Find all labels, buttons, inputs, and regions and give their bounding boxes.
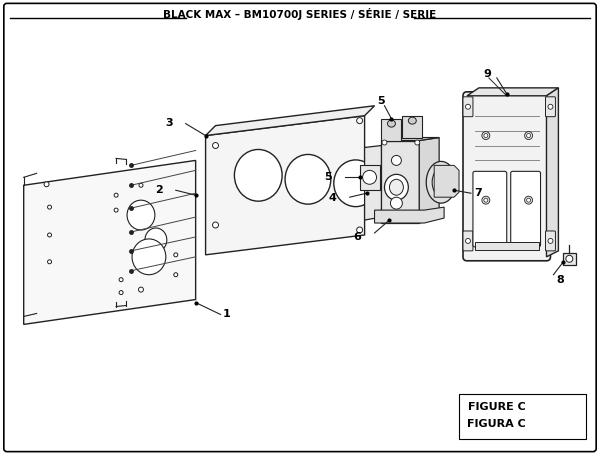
Text: 7: 7 [474, 188, 482, 198]
Ellipse shape [527, 198, 530, 202]
Ellipse shape [114, 208, 118, 212]
Bar [459, 394, 586, 439]
Polygon shape [563, 253, 577, 265]
Polygon shape [382, 119, 401, 141]
FancyBboxPatch shape [4, 3, 596, 452]
Ellipse shape [114, 193, 118, 197]
FancyBboxPatch shape [125, 198, 157, 232]
FancyBboxPatch shape [463, 231, 473, 251]
Ellipse shape [426, 162, 456, 203]
Ellipse shape [548, 238, 553, 243]
Polygon shape [475, 242, 539, 250]
Ellipse shape [409, 117, 416, 124]
FancyBboxPatch shape [143, 226, 169, 254]
Ellipse shape [174, 273, 178, 277]
Ellipse shape [47, 233, 52, 237]
Ellipse shape [44, 182, 49, 187]
Polygon shape [403, 116, 422, 137]
Polygon shape [547, 88, 559, 257]
Ellipse shape [139, 287, 143, 292]
Polygon shape [467, 88, 559, 96]
FancyBboxPatch shape [463, 97, 473, 116]
Ellipse shape [47, 205, 52, 209]
Ellipse shape [174, 253, 178, 257]
Ellipse shape [466, 238, 470, 243]
Text: BLACK MAX – BM10700J SERIES / SÉRIE / SERIE: BLACK MAX – BM10700J SERIES / SÉRIE / SE… [163, 8, 437, 20]
Ellipse shape [362, 170, 377, 184]
Polygon shape [382, 141, 419, 223]
FancyBboxPatch shape [86, 226, 106, 248]
Ellipse shape [145, 228, 167, 252]
Ellipse shape [132, 239, 166, 275]
Ellipse shape [524, 196, 533, 204]
Text: FIGURA C: FIGURA C [467, 419, 526, 429]
Ellipse shape [47, 260, 52, 264]
Ellipse shape [382, 140, 387, 145]
Ellipse shape [212, 222, 218, 228]
Ellipse shape [415, 140, 420, 145]
Ellipse shape [356, 227, 362, 233]
Ellipse shape [127, 200, 155, 230]
Polygon shape [434, 165, 459, 197]
Text: 2: 2 [155, 185, 163, 195]
FancyBboxPatch shape [473, 172, 507, 247]
FancyBboxPatch shape [49, 251, 79, 283]
Polygon shape [359, 165, 380, 190]
Text: 1: 1 [223, 309, 230, 319]
Ellipse shape [382, 217, 387, 222]
FancyBboxPatch shape [49, 191, 79, 223]
Ellipse shape [527, 134, 530, 137]
Ellipse shape [548, 104, 553, 109]
Ellipse shape [432, 168, 450, 196]
Text: 4: 4 [329, 193, 337, 203]
FancyBboxPatch shape [86, 256, 106, 278]
Polygon shape [365, 146, 382, 220]
Text: 8: 8 [556, 275, 564, 285]
Ellipse shape [566, 255, 573, 262]
Polygon shape [206, 106, 374, 136]
FancyBboxPatch shape [86, 193, 106, 215]
Ellipse shape [415, 217, 420, 222]
Text: FIGURE C: FIGURE C [468, 402, 526, 412]
Polygon shape [23, 161, 196, 324]
Text: 6: 6 [354, 232, 362, 242]
Ellipse shape [388, 120, 395, 127]
Polygon shape [382, 137, 439, 141]
Polygon shape [374, 207, 444, 223]
Ellipse shape [385, 174, 409, 200]
Ellipse shape [482, 131, 490, 140]
Ellipse shape [466, 104, 470, 109]
Text: 9: 9 [483, 69, 491, 79]
Ellipse shape [235, 150, 282, 201]
Ellipse shape [484, 198, 488, 202]
Ellipse shape [119, 278, 123, 282]
Text: 5: 5 [377, 96, 385, 106]
Ellipse shape [437, 177, 445, 187]
FancyBboxPatch shape [463, 92, 550, 261]
Ellipse shape [139, 183, 143, 187]
Ellipse shape [334, 160, 377, 207]
Polygon shape [419, 137, 439, 223]
Ellipse shape [482, 196, 490, 204]
Ellipse shape [356, 118, 362, 124]
FancyBboxPatch shape [545, 97, 556, 116]
Ellipse shape [212, 142, 218, 148]
Text: 5: 5 [324, 172, 332, 182]
Ellipse shape [285, 154, 331, 204]
FancyBboxPatch shape [49, 221, 79, 253]
Ellipse shape [524, 131, 533, 140]
FancyBboxPatch shape [545, 231, 556, 251]
Ellipse shape [119, 291, 123, 294]
FancyBboxPatch shape [511, 172, 541, 247]
Ellipse shape [391, 156, 401, 165]
Polygon shape [206, 116, 365, 255]
Ellipse shape [391, 197, 403, 209]
Ellipse shape [389, 179, 403, 195]
Ellipse shape [484, 134, 488, 137]
Text: 3: 3 [165, 118, 173, 128]
